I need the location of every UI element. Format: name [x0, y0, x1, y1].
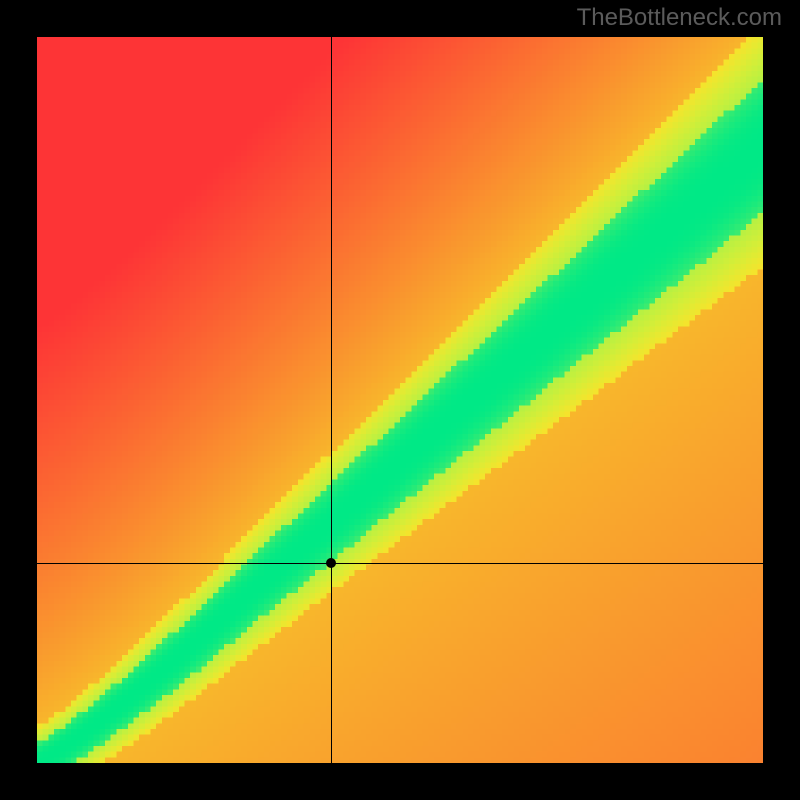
crosshair-vertical	[331, 37, 332, 763]
watermark-text: TheBottleneck.com	[577, 4, 782, 32]
crosshair-horizontal	[37, 563, 763, 564]
bottleneck-heatmap	[37, 37, 763, 763]
chart-root: TheBottleneck.com	[0, 0, 800, 800]
